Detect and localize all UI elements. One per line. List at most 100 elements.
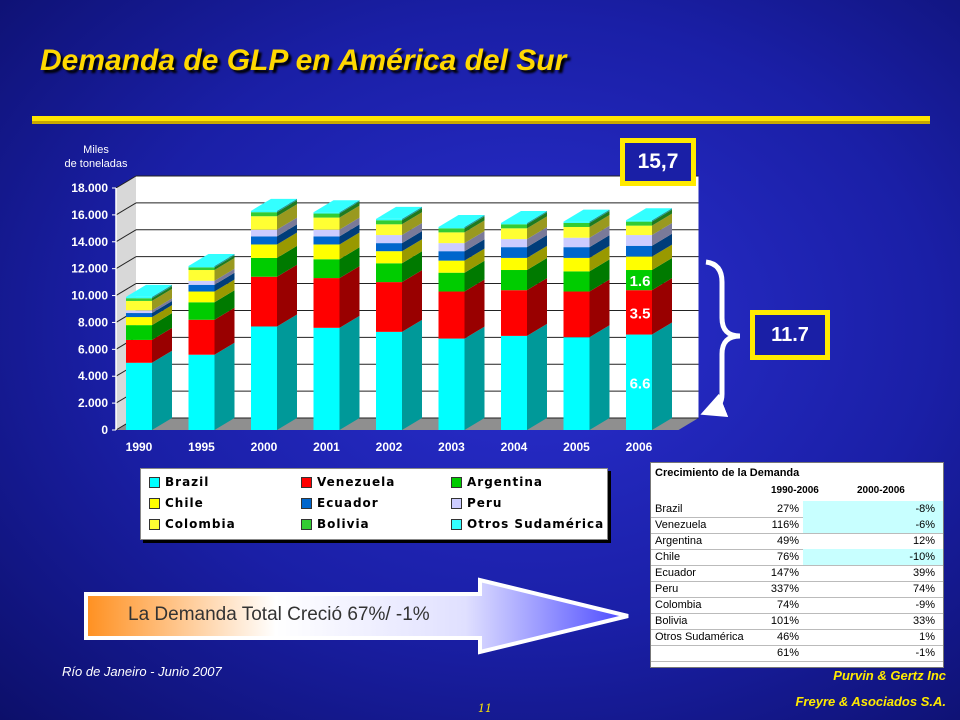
growth-value-b: 1% [919,631,935,643]
x-tick-label: 1990 [126,440,153,454]
legend-label: Ecuador [317,496,379,510]
bar-segment [438,220,485,244]
x-tick-label: 2002 [376,440,403,454]
growth-arrow [84,577,629,655]
bar-segment [626,258,672,291]
title-underline [32,116,930,121]
bar-segment [126,327,172,363]
growth-table: Crecimiento de la Demanda 1990-2006 2000… [650,462,944,668]
bar-segment [126,301,172,318]
bar-top [501,210,547,223]
legend-swatch [149,476,160,488]
legend-swatch [149,497,160,509]
growth-table-row: Brazil 27% -8% [651,501,943,518]
legend-item: Ecuador [301,496,379,510]
bar-segment [438,260,485,292]
footer-location: Río de Janeiro - Junio 2007 [62,664,222,679]
bar-segment [626,223,672,246]
y-tick-label: 0 [101,423,108,437]
growth-value-a: 337% [770,583,799,595]
bar-top [563,209,610,222]
bar-segment [376,251,422,283]
bar-segment [188,258,235,281]
bar-segment [313,247,360,279]
x-tick-label: 2006 [626,440,653,454]
bar-segment [501,258,547,291]
bracket-brace [700,259,741,417]
growth-country: Venezuela [655,519,707,531]
growth-country: Colombia [655,599,702,611]
bar-top [126,284,172,297]
bar-top [626,208,672,221]
bar-segment [188,268,235,285]
legend-label: Otros Sudamérica [467,517,605,531]
bar-segment [563,210,610,227]
legend-item: Bolivia [301,517,370,531]
segment-annotation: 3.5 [630,305,651,322]
bar-top [438,214,485,227]
legend-label: Peru [467,496,503,510]
bar-segment [563,259,610,292]
chart-legend: Brazil Venezuela Argentina Chile Ecuador Peru… [140,468,608,540]
bar-segment [501,212,547,229]
bar-segment [188,253,235,268]
legend-item: Venezuela [301,475,395,489]
legend-label: Bolivia [317,517,370,531]
legend-swatch [451,518,462,530]
x-tick-label: 2000 [251,440,278,454]
bar-segment [313,232,360,260]
bar-segment [626,209,672,226]
bar-segment [188,272,235,292]
bar-segment [438,216,485,233]
growth-value-a: 61% [776,647,799,659]
growth-value-b: 12% [912,535,935,547]
gridline-side [115,283,137,296]
growth-country: Otros Sudamérica [655,631,744,643]
bar-segment [126,288,172,311]
growth-value-a: 101% [770,615,799,627]
arrow-message: La Demanda Total Creció 67%/ -1% [128,604,430,625]
legend-swatch [301,497,312,509]
growth-value-b: -8% [915,503,935,515]
bar-segment [626,213,672,236]
y-tick-label: 10.000 [71,289,108,303]
growth-value-b: -9% [915,599,935,611]
growth-value-b: 33% [912,615,935,627]
bar-segment [126,350,172,430]
bracket-callout: 11.7 [750,310,830,360]
growth-table-row: Otros Sudamérica 46% 1% [651,629,943,646]
legend-swatch [301,518,312,530]
growth-country: Peru [655,583,679,595]
bar-segment [376,231,422,252]
growth-value-a: 116% [771,519,799,531]
bar-segment [438,326,485,430]
growth-value-b: 39% [912,567,935,579]
legend-label: Chile [165,496,204,510]
x-tick-label: 2004 [501,440,528,454]
bar-segment [313,201,360,218]
gridline-side [115,256,137,270]
bar-segment [563,245,610,272]
bar-segment [501,210,547,225]
legend-swatch [451,476,462,488]
bar-segment [563,209,610,223]
growth-value-a: 76% [776,551,799,563]
x-tick-label: 1995 [188,440,215,454]
growth-value-b: -10% [909,551,935,563]
bar-segment [376,223,422,244]
bar-segment [438,279,485,339]
y-tick-label: 12.000 [71,262,108,276]
legend-item: Brazil [149,475,209,489]
bar-segment [438,248,485,273]
bar-segment [188,342,235,430]
gridline-side [115,175,137,189]
bar-segment [501,323,547,430]
bar-segment [438,214,485,229]
bar-segment [188,307,235,355]
bracket-value: 11.7 [771,324,809,346]
bar-segment [313,224,360,245]
bar-segment [438,231,485,252]
growth-value-a: 147% [770,567,799,579]
growth-country: Brazil [655,503,683,515]
footer-company-2: Freyre & Asociados S.A. [795,694,946,709]
